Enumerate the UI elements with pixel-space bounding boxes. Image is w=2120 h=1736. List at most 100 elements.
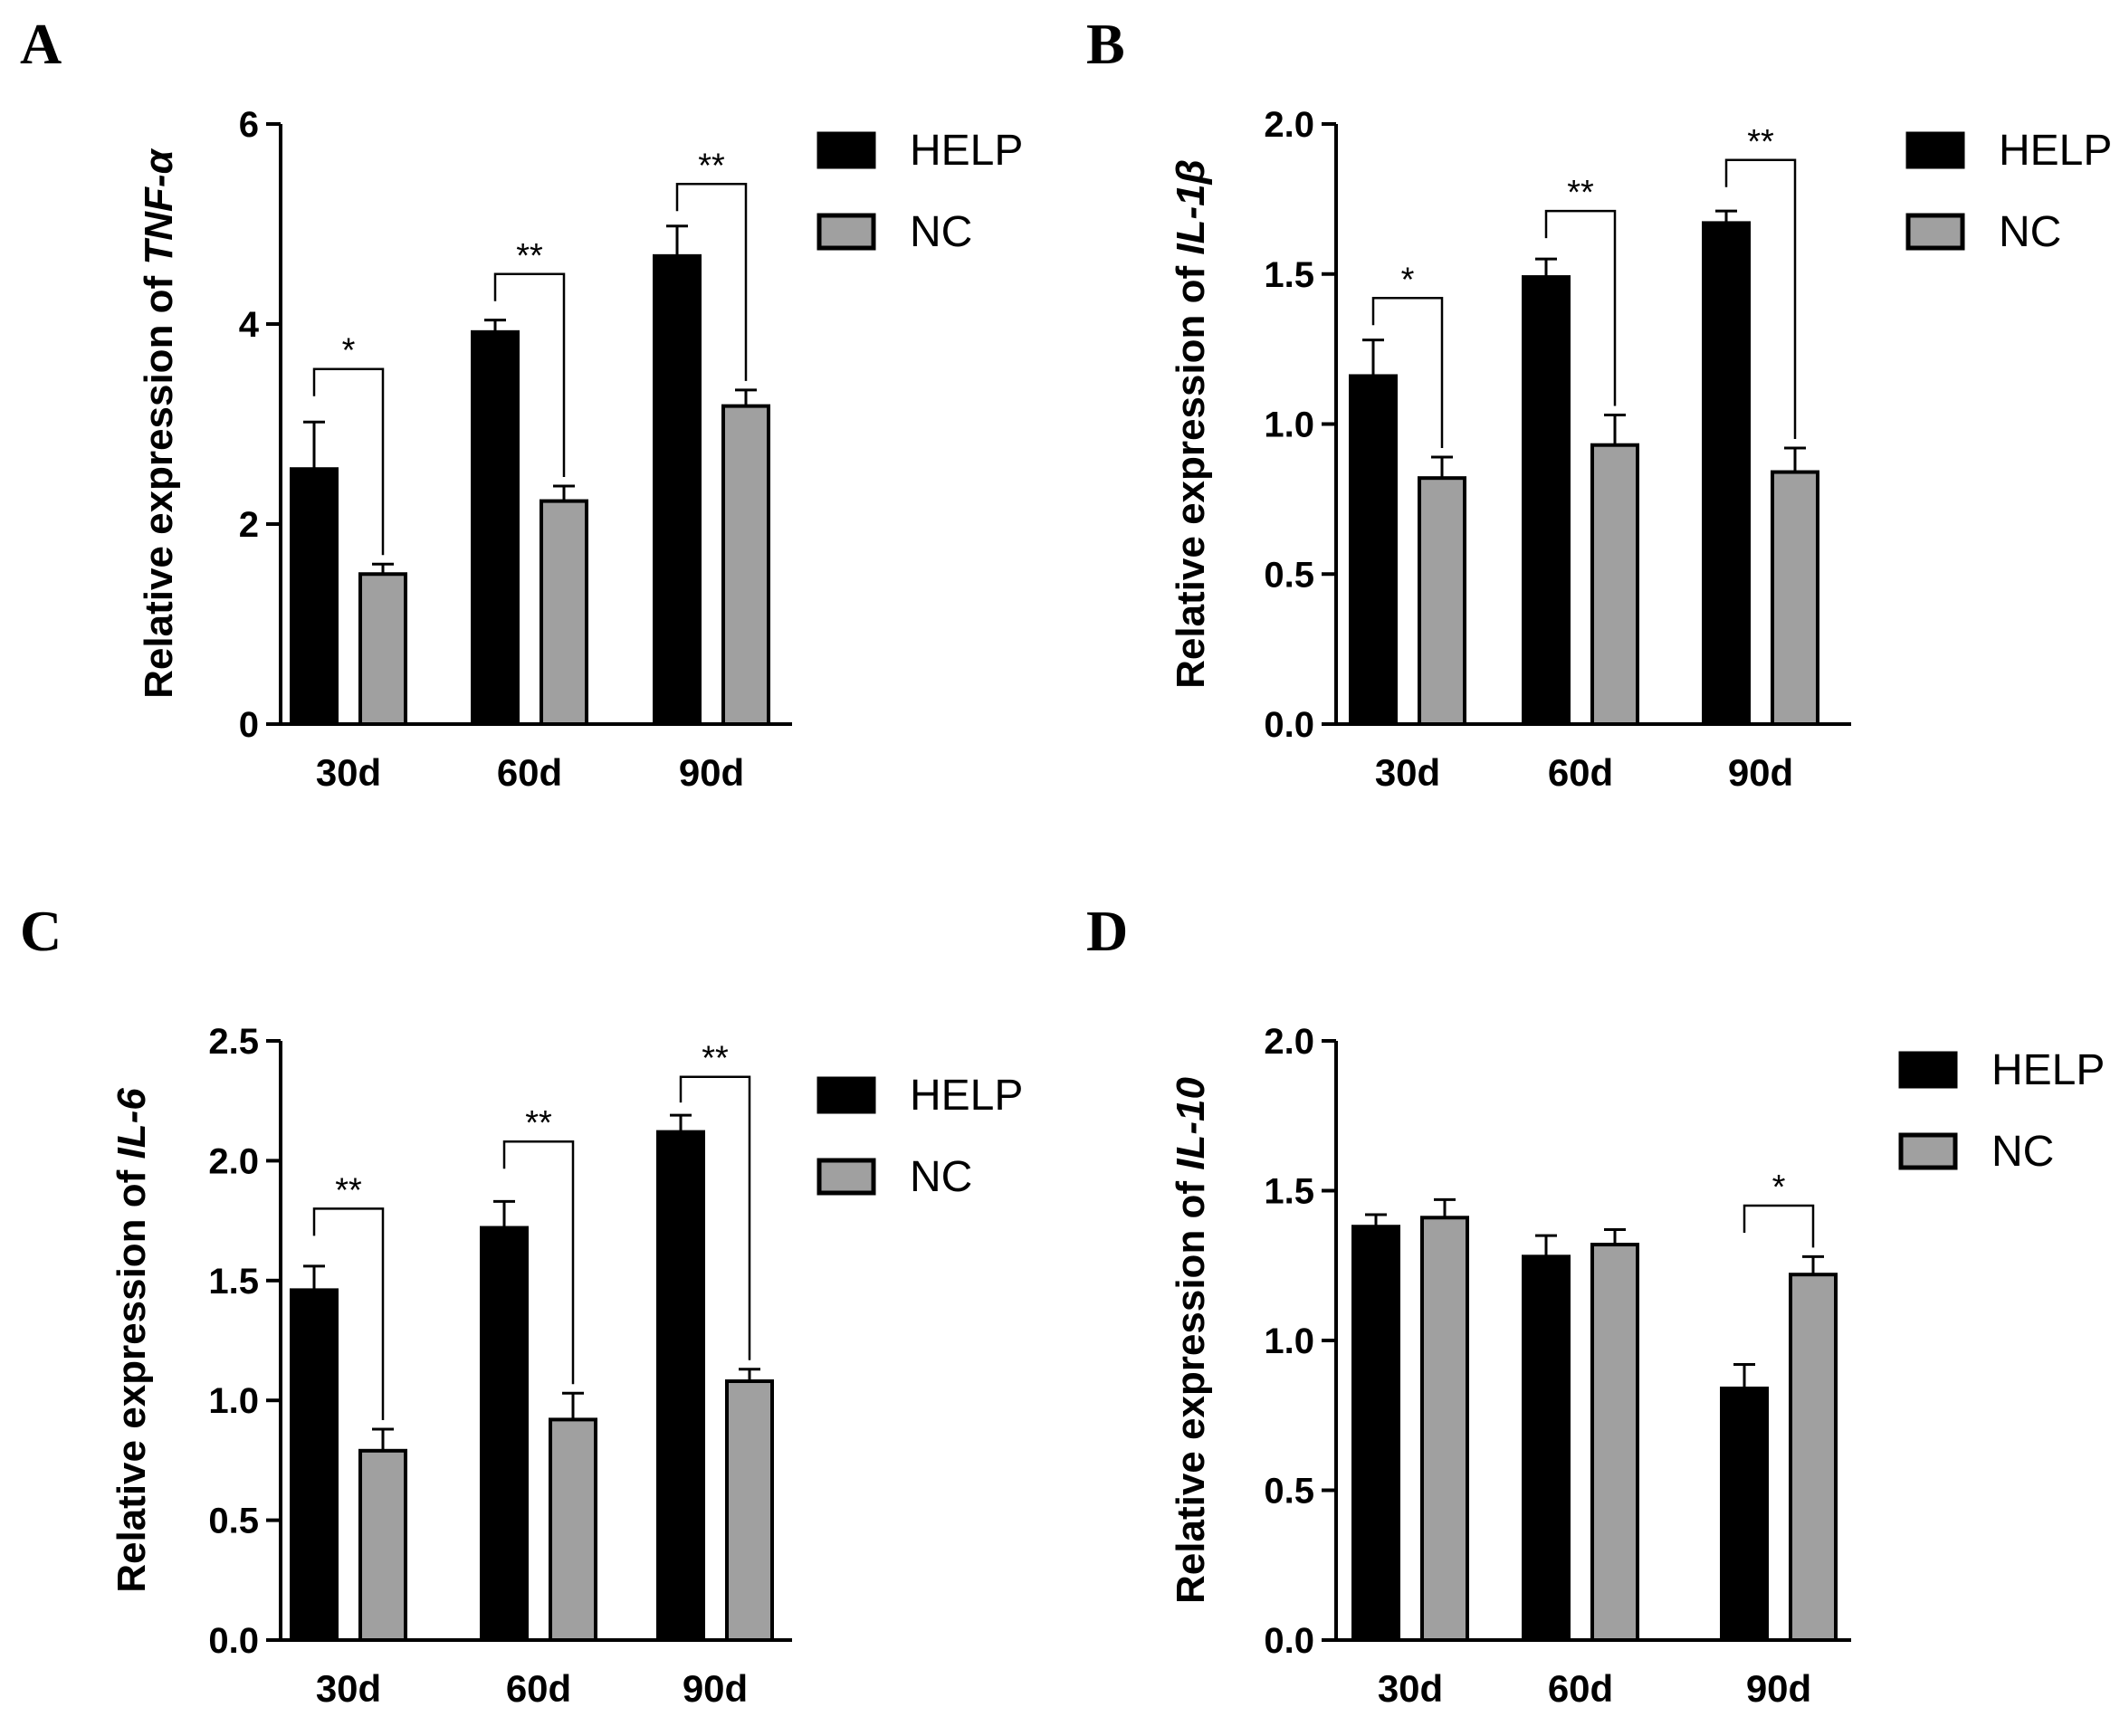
significance-label: * bbox=[1772, 1168, 1786, 1207]
significance-label: ** bbox=[516, 237, 543, 275]
chart-panel-a: 0 2 4 6 Relative expression of TNF-α 30d 60d 90… bbox=[137, 105, 1023, 794]
legend-label-help: HELP bbox=[1999, 127, 2112, 175]
significance-label: * bbox=[342, 332, 356, 370]
bar-help-30d bbox=[290, 1288, 339, 1642]
y-tick-label: 4 bbox=[239, 305, 260, 345]
y-tick-label: 0 bbox=[239, 705, 259, 745]
y-tick-label: 0.5 bbox=[1264, 1472, 1314, 1512]
x-tick-label: 30d bbox=[1375, 751, 1440, 794]
bar-nc-30d bbox=[358, 572, 407, 726]
bar-help-30d bbox=[1351, 1225, 1400, 1642]
y-tick-label: 1.5 bbox=[208, 1262, 259, 1302]
legend-label-nc: NC bbox=[1991, 1128, 2054, 1176]
y-axis-label-prefix: Relative expression of bbox=[137, 265, 181, 699]
significance-label: ** bbox=[698, 147, 725, 185]
significance-label: ** bbox=[525, 1104, 552, 1142]
chart-panel-d: 0.0 0.5 1.0 1.5 2.0 Relative expression of IL… bbox=[1169, 1022, 2105, 1710]
y-tick-label: 1.5 bbox=[1264, 255, 1314, 295]
y-tick-label: 0.0 bbox=[1264, 705, 1314, 745]
y-axis-label: Relative expression of IL-10 bbox=[1169, 1076, 1213, 1604]
y-tick-label: 1.0 bbox=[1264, 405, 1314, 445]
significance-label: ** bbox=[1567, 174, 1594, 212]
x-tick-label: 90d bbox=[679, 751, 744, 794]
bar-nc-90d bbox=[1789, 1273, 1838, 1643]
y-tick-label: 1.5 bbox=[1264, 1172, 1314, 1212]
x-tick-label: 90d bbox=[1728, 751, 1793, 794]
x-tick-label: 30d bbox=[316, 1667, 381, 1710]
bar-help-90d bbox=[1702, 221, 1751, 726]
bar-nc-30d bbox=[358, 1448, 407, 1642]
bar-nc-90d bbox=[721, 404, 770, 726]
significance-bracket bbox=[312, 367, 385, 556]
bar-nc-30d bbox=[1420, 1216, 1469, 1643]
x-tick-label: 30d bbox=[1378, 1667, 1443, 1710]
x-tick-label: 60d bbox=[506, 1667, 571, 1710]
legend-label-nc: NC bbox=[910, 1153, 972, 1201]
bar-help-30d bbox=[290, 467, 339, 726]
x-tick-label: 90d bbox=[1746, 1667, 1811, 1710]
y-tick-label: 2.0 bbox=[1264, 105, 1314, 145]
bar-help-60d bbox=[480, 1226, 529, 1642]
y-axis-label-prefix: Relative expression of bbox=[1169, 255, 1213, 689]
legend-label-help: HELP bbox=[910, 1072, 1023, 1120]
significance-label: ** bbox=[1747, 123, 1774, 161]
legend-label-help: HELP bbox=[1991, 1046, 2105, 1094]
significance-bracket bbox=[675, 183, 748, 381]
y-tick-label: 1.0 bbox=[208, 1381, 259, 1421]
y-axis-label-prefix: Relative expression of bbox=[110, 1159, 154, 1592]
bar-nc-90d bbox=[725, 1379, 774, 1642]
bar-help-60d bbox=[471, 329, 520, 726]
y-tick-label: 0.5 bbox=[208, 1502, 259, 1541]
legend-swatch-nc bbox=[816, 213, 876, 251]
y-axis-label: Relative expression of IL-1β bbox=[1169, 159, 1213, 689]
y-axis-label-gene: IL-10 bbox=[1169, 1076, 1213, 1169]
y-tick-label: 2.5 bbox=[208, 1022, 259, 1062]
chart-panel-c: 0.0 0.5 1.0 1.5 2.0 2.5 Relative expression of… bbox=[110, 1022, 1023, 1710]
significance-bracket bbox=[1371, 297, 1444, 448]
y-axis-label-gene: IL-1β bbox=[1169, 159, 1213, 255]
y-axis-label-gene: TNF-α bbox=[137, 148, 181, 264]
y-tick-label: 1.0 bbox=[1264, 1321, 1314, 1361]
significance-bracket bbox=[1544, 209, 1617, 406]
x-tick-label: 60d bbox=[1548, 751, 1613, 794]
y-tick-label: 2.0 bbox=[1264, 1022, 1314, 1062]
significance-bracket bbox=[312, 1207, 385, 1420]
y-axis-label-prefix: Relative expression of bbox=[1169, 1170, 1213, 1604]
y-tick-label: 2 bbox=[239, 505, 259, 545]
significance-bracket bbox=[1743, 1204, 1815, 1248]
legend-swatch-nc bbox=[1905, 213, 1965, 251]
y-tick-label: 0.0 bbox=[1264, 1621, 1314, 1661]
panel-label-c: C bbox=[20, 899, 62, 963]
legend-label-nc: NC bbox=[910, 208, 972, 256]
bar-help-60d bbox=[1522, 275, 1571, 726]
chart-panel-b: 0.0 0.5 1.0 1.5 2.0 Relative expression of IL… bbox=[1169, 105, 2112, 794]
legend-swatch-nc bbox=[1898, 1132, 1958, 1170]
panel-label-a: A bbox=[20, 12, 62, 76]
bar-help-90d bbox=[1720, 1386, 1769, 1642]
bar-nc-60d bbox=[540, 499, 588, 727]
bar-nc-90d bbox=[1771, 470, 1819, 726]
legend-swatch-help bbox=[1905, 131, 1965, 169]
panel-label-b: B bbox=[1086, 12, 1125, 76]
y-axis-label-gene: IL-6 bbox=[110, 1088, 154, 1159]
significance-label: ** bbox=[702, 1040, 729, 1078]
legend-label-nc: NC bbox=[1999, 208, 2061, 256]
x-tick-label: 30d bbox=[316, 751, 381, 794]
legend-swatch-help bbox=[816, 1076, 876, 1114]
y-tick-label: 0.0 bbox=[208, 1621, 259, 1661]
bar-nc-60d bbox=[1590, 443, 1639, 726]
x-tick-label: 90d bbox=[683, 1667, 748, 1710]
bar-help-90d bbox=[656, 1130, 705, 1642]
y-axis-label: Relative expression of IL-6 bbox=[110, 1088, 154, 1593]
x-tick-label: 60d bbox=[1548, 1667, 1613, 1710]
y-axis-label: Relative expression of TNF-α bbox=[137, 148, 181, 698]
y-tick-label: 6 bbox=[239, 105, 259, 145]
significance-label: * bbox=[1401, 261, 1415, 299]
significance-bracket bbox=[493, 272, 566, 478]
y-tick-label: 0.5 bbox=[1264, 555, 1314, 595]
bar-help-90d bbox=[653, 253, 702, 726]
significance-label: ** bbox=[335, 1171, 362, 1209]
charts-layer: 0 2 4 6 Relative expression of TNF-α 30d 60d 90… bbox=[110, 105, 2112, 1710]
